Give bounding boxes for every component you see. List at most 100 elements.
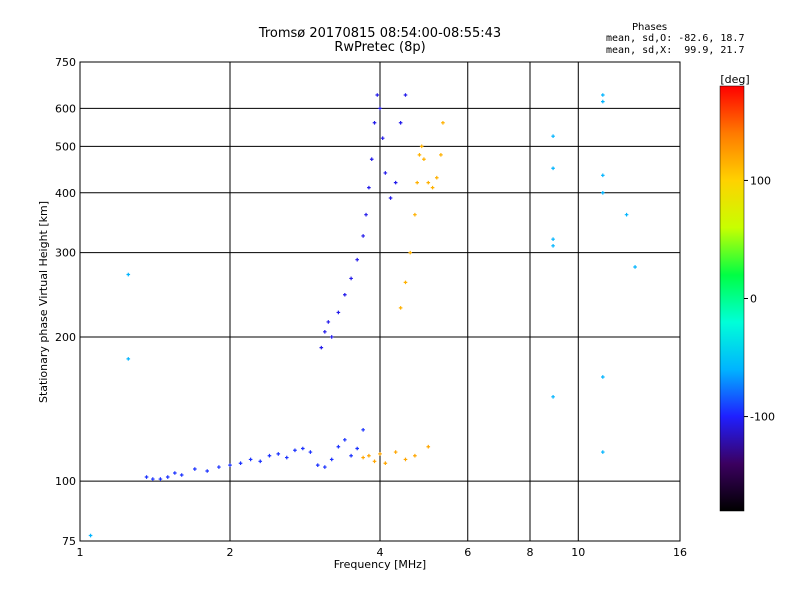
data-point <box>601 375 605 379</box>
series-3 <box>361 444 431 466</box>
data-point <box>601 450 605 454</box>
series-0 <box>144 428 365 481</box>
data-point <box>369 157 374 162</box>
data-point <box>375 93 380 97</box>
data-point <box>355 257 359 262</box>
data-point <box>403 93 408 97</box>
colorbar-tick-label: -100 <box>750 411 775 424</box>
data-point <box>228 463 232 467</box>
data-point <box>601 190 605 195</box>
data-point <box>378 452 382 456</box>
data-point <box>308 450 313 454</box>
data-point <box>238 461 243 466</box>
data-point <box>426 180 431 185</box>
data-point <box>126 357 131 361</box>
data-point <box>408 250 413 255</box>
data-point <box>372 120 377 125</box>
colorbar-label: [deg] <box>720 73 749 86</box>
data-point <box>551 237 555 241</box>
colorbar-tick-label: 100 <box>750 174 771 187</box>
x-tick-label: 10 <box>571 546 585 559</box>
data-point <box>601 99 605 104</box>
data-point <box>415 180 419 185</box>
data-point <box>380 136 385 140</box>
data-point <box>413 453 417 458</box>
data-point <box>417 153 422 157</box>
data-point <box>126 272 131 277</box>
phase-o-stats: mean, sd,O: -82.6, 18.7 <box>606 33 745 44</box>
data-point <box>319 345 324 350</box>
data-point <box>361 234 365 238</box>
data-point <box>326 320 331 324</box>
y-tick-label: 400 <box>55 187 76 200</box>
data-point <box>430 185 435 190</box>
data-point <box>88 533 93 538</box>
y-axis-label: Stationary phase Virtual Height [km] <box>37 201 50 403</box>
y-tick-label: 300 <box>55 247 76 260</box>
phase-x-stats: mean, sd,X: 99.9, 21.7 <box>606 45 745 56</box>
y-tick-label: 200 <box>55 331 76 344</box>
axis-ticks: 1 2 4 6 8 10 16 75 100 200 300 400 500 600 750 <box>55 56 687 559</box>
grid-lines <box>80 62 681 541</box>
data-point <box>361 455 365 460</box>
data-point <box>419 144 424 149</box>
data-point <box>276 452 281 456</box>
data-point <box>158 477 163 481</box>
data-point <box>403 280 408 285</box>
data-point <box>349 276 353 281</box>
y-tick-label: 500 <box>55 140 76 153</box>
data-point <box>336 310 341 315</box>
data-point <box>551 134 555 138</box>
data-point <box>343 437 347 442</box>
plot-frame <box>79 61 681 542</box>
data-point <box>367 185 371 190</box>
data-point <box>601 173 605 178</box>
data-point <box>393 450 398 454</box>
x-tick-label: 16 <box>673 546 687 559</box>
data-point <box>329 457 334 462</box>
data-point <box>349 453 353 458</box>
series-4 <box>88 93 637 538</box>
y-tick-label: 750 <box>55 56 76 69</box>
data-point <box>624 212 629 217</box>
series-2 <box>398 120 445 310</box>
data-point <box>205 469 209 473</box>
colorbar-ticks: -100 0 100 <box>744 174 775 424</box>
data-point <box>383 171 388 175</box>
data-point <box>383 461 388 466</box>
data-point <box>179 473 184 477</box>
data-point <box>323 465 327 469</box>
data-point <box>426 444 431 449</box>
data-point <box>315 463 320 467</box>
data-point <box>301 446 305 451</box>
data-point <box>403 457 408 462</box>
data-point <box>144 475 149 479</box>
data-point <box>633 265 637 269</box>
data-point <box>439 153 443 157</box>
x-tick-label: 6 <box>464 546 471 559</box>
y-tick-label: 100 <box>55 475 76 488</box>
colorbar-tick-label: 0 <box>750 293 757 306</box>
data-point <box>388 196 393 200</box>
data-point <box>151 477 155 481</box>
data-point <box>434 175 439 180</box>
data-point <box>267 453 272 458</box>
series-1 <box>319 93 408 350</box>
data-point <box>248 457 253 462</box>
phase-heading: Phases <box>632 22 668 33</box>
data-point <box>165 475 170 479</box>
y-tick-label: 75 <box>62 535 76 548</box>
data-point <box>398 120 403 125</box>
x-tick-label: 4 <box>377 546 384 559</box>
x-tick-label: 2 <box>227 546 234 559</box>
data-point <box>367 453 371 458</box>
data-point <box>372 459 377 464</box>
data-point <box>601 93 605 97</box>
data-point <box>329 335 334 339</box>
data-point <box>193 467 197 471</box>
data-point <box>343 292 347 297</box>
data-point <box>258 459 263 464</box>
data-point <box>441 120 445 125</box>
chart-title-line2: RwPretec (8p) <box>334 40 426 55</box>
